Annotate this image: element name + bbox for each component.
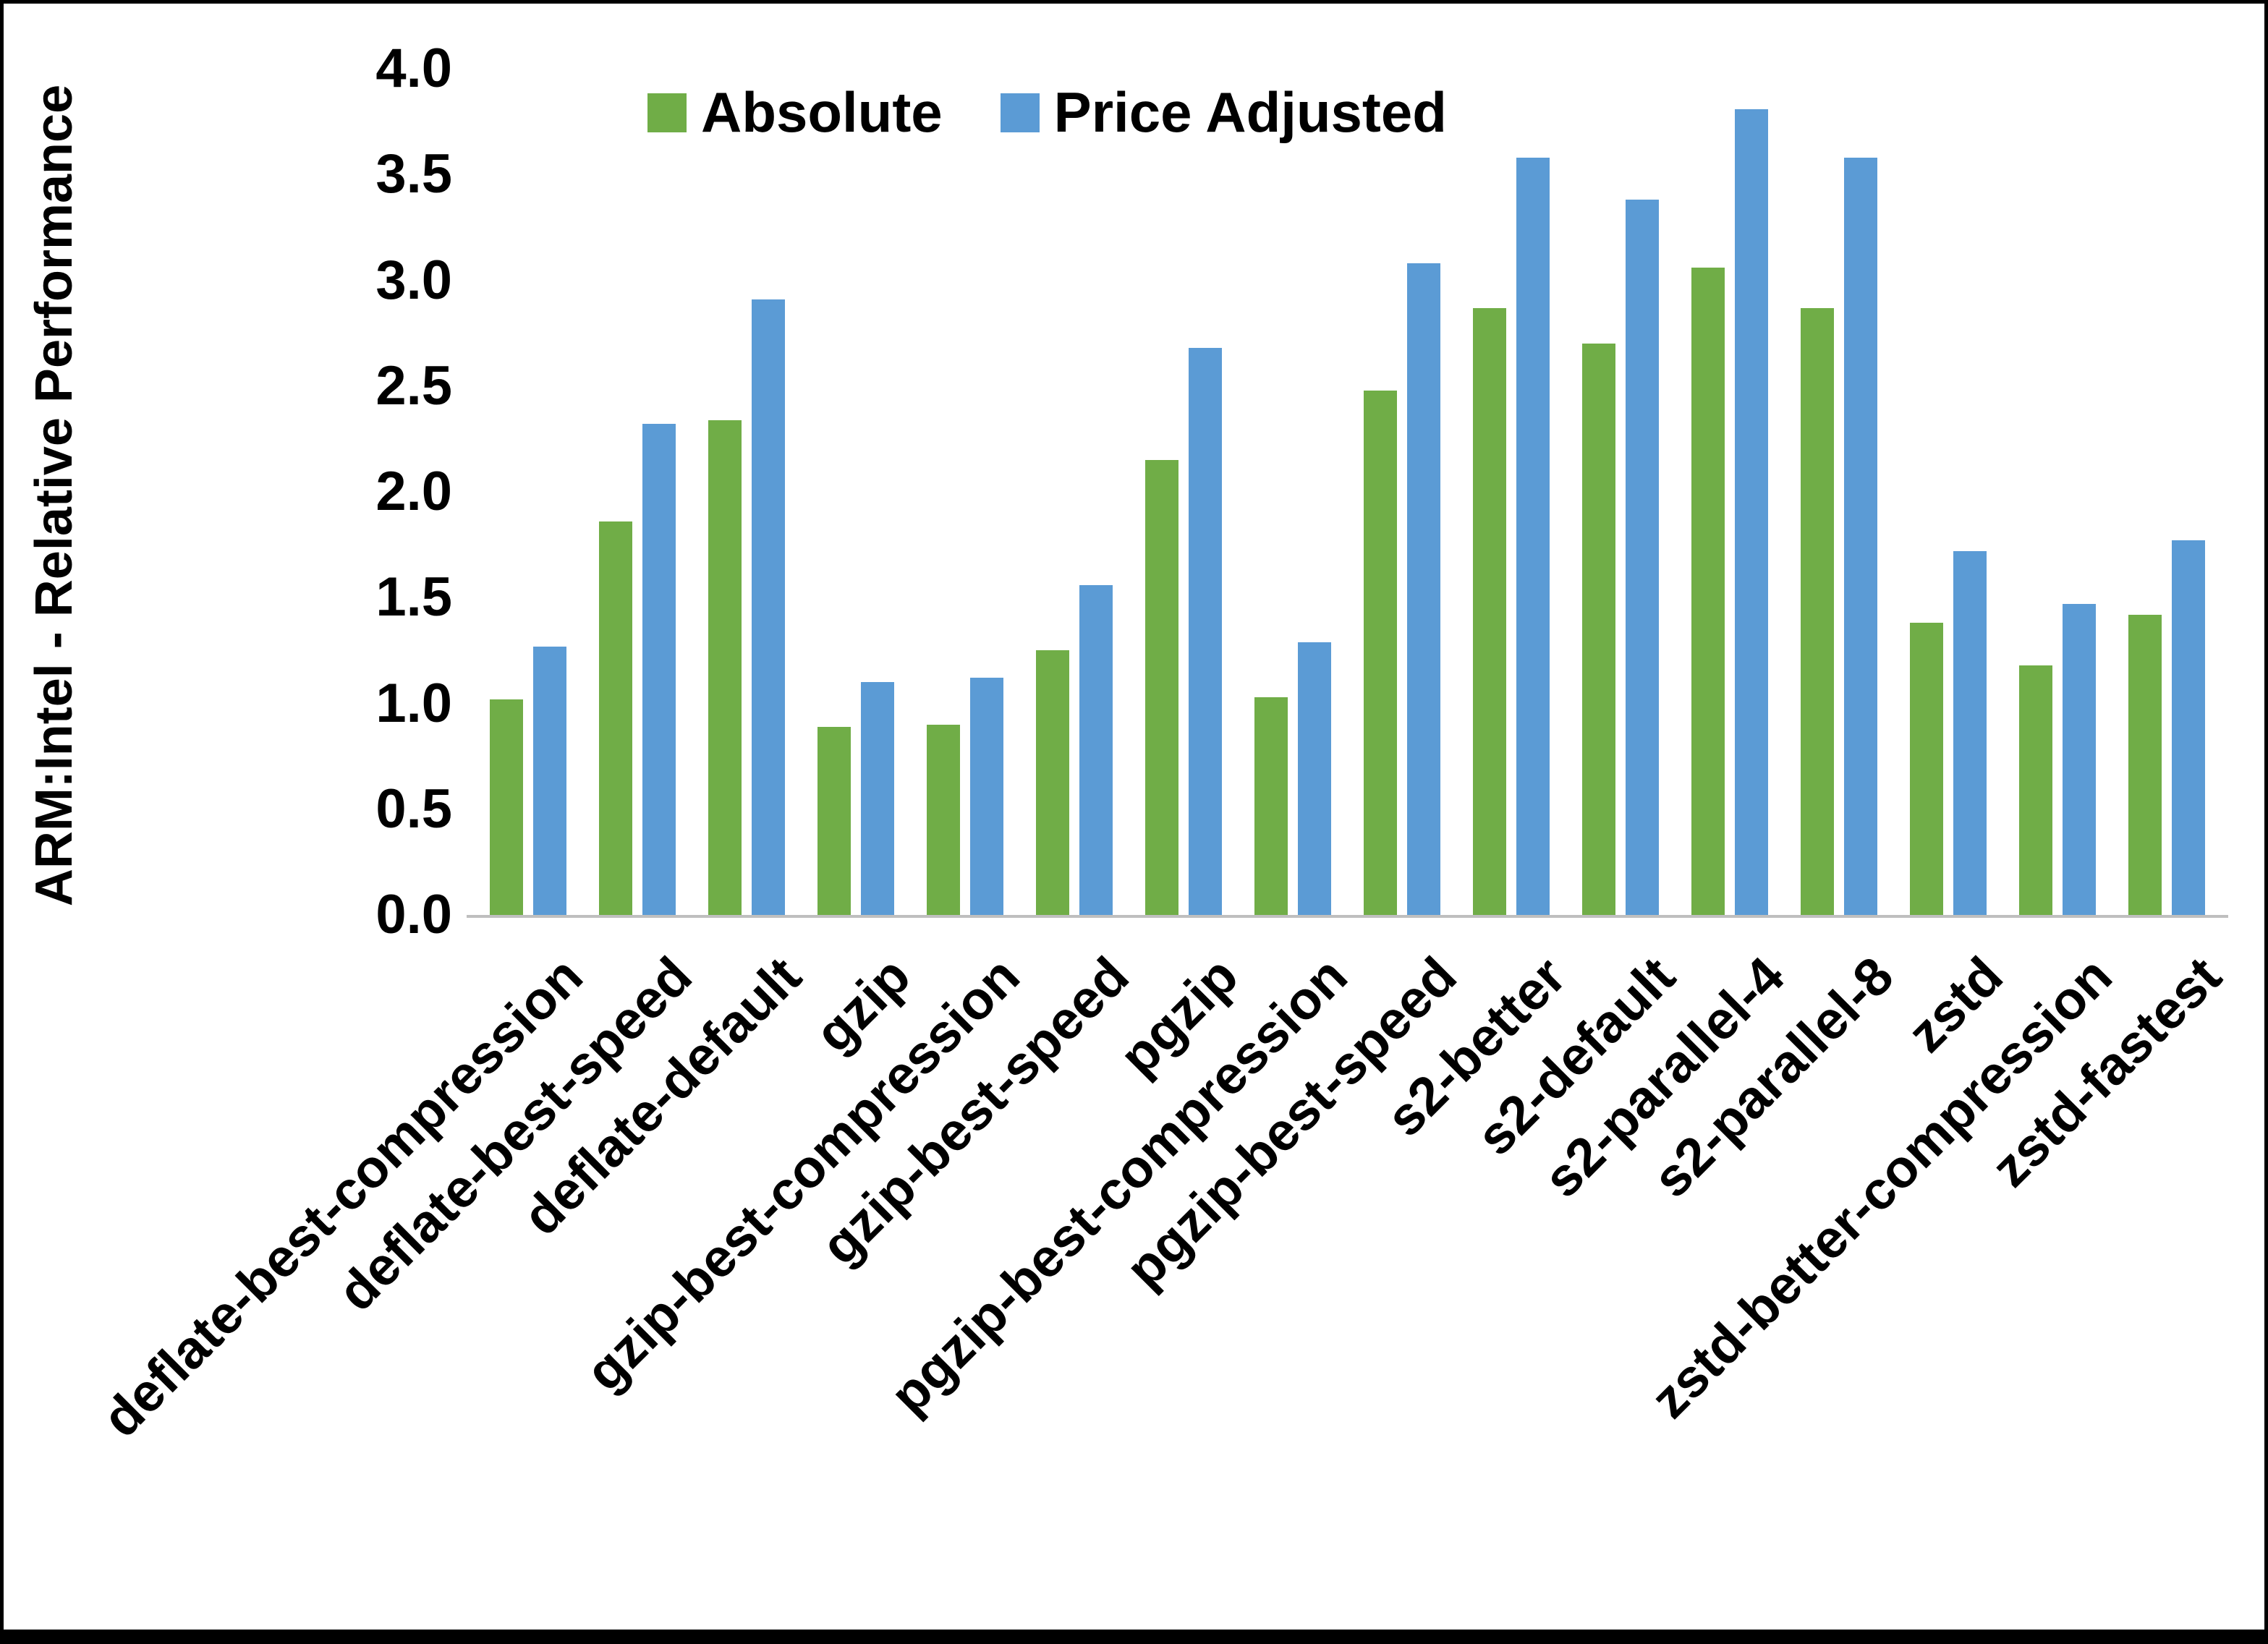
bar-price-adjusted [2063,604,2096,915]
bar-absolute [1254,697,1288,915]
bar-absolute [708,420,742,915]
legend-swatch [1000,93,1040,132]
bar-price-adjusted [970,678,1003,915]
bar-price-adjusted [533,647,566,915]
bar-absolute [1145,460,1178,915]
y-tick-label: 4.0 [375,38,452,99]
bar-price-adjusted [2172,540,2205,915]
bar-absolute [1473,308,1506,915]
bar-price-adjusted [1735,109,1768,915]
legend-label: Absolute [701,80,943,144]
legend-swatch [647,93,687,132]
bar-absolute [599,521,632,915]
y-tick-label: 0.0 [375,884,452,945]
bar-absolute [1582,344,1615,915]
legend: Absolute Price Adjusted [647,80,1447,145]
y-tick-label: 3.5 [375,143,452,205]
bar-absolute [1801,308,1834,915]
bar-absolute [817,727,851,915]
legend-item-price-adjusted: Price Adjusted [1000,80,1447,145]
y-tick-label: 1.0 [375,673,452,734]
y-axis-title: ARM:Intel - Relative Performance [25,84,83,907]
bar-absolute [1036,650,1069,915]
y-tick-label: 3.0 [375,250,452,311]
bar-absolute [2128,615,2162,915]
bar-price-adjusted [861,682,894,915]
bar-absolute [1364,391,1397,915]
y-tick-label: 0.5 [375,778,452,840]
bar-price-adjusted [1844,158,1877,915]
bar-absolute [2019,665,2052,915]
bar-price-adjusted [1516,158,1550,915]
bar-price-adjusted [1407,263,1440,915]
bar-price-adjusted [1189,348,1222,915]
legend-item-absolute: Absolute [647,80,943,145]
legend-label: Price Adjusted [1053,80,1447,144]
bar-price-adjusted [642,424,676,915]
bar-absolute [927,725,960,915]
y-tick-label: 2.5 [375,355,452,417]
bar-price-adjusted [1626,200,1659,915]
bar-absolute [1691,268,1725,915]
bar-price-adjusted [1079,585,1113,915]
y-tick-label: 2.0 [375,461,452,522]
bar-price-adjusted [1298,642,1331,915]
bar-absolute [1910,623,1943,915]
bar-price-adjusted [752,299,785,915]
x-axis-line [467,915,2228,918]
bar-price-adjusted [1953,551,1987,915]
bar-absolute [490,699,523,915]
y-tick-label: 1.5 [375,566,452,628]
